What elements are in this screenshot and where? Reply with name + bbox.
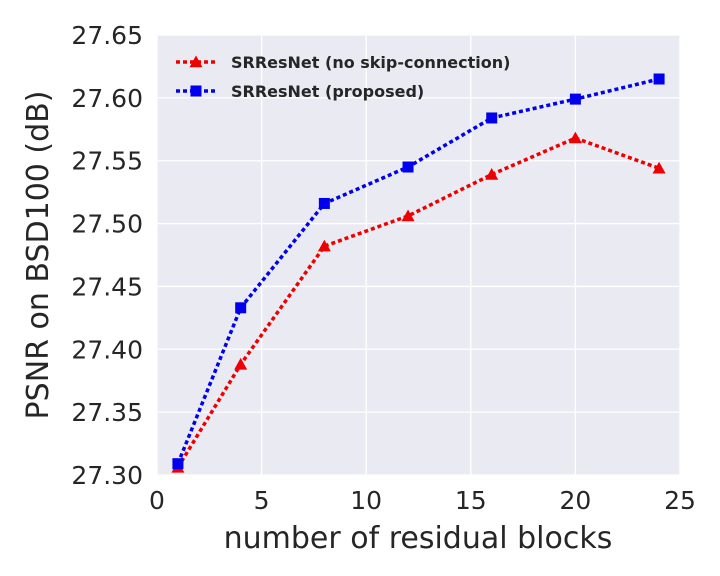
data-point: [172, 458, 184, 470]
data-point: [235, 302, 247, 314]
series-layer: [171, 73, 666, 473]
y-tick-label: 27.60: [71, 84, 143, 113]
x-axis-label: number of residual blocks: [224, 521, 613, 556]
data-point: [318, 197, 330, 209]
y-tick-label: 27.40: [71, 335, 143, 364]
tick-labels: 0 5 10 15 20 25 27.30 27.35 27.40 27.45 27.50 27.55…: [71, 21, 695, 515]
y-tick-label: 27.50: [71, 210, 143, 239]
legend-item: SRResNet (proposed): [176, 82, 424, 101]
y-tick-label: 27.45: [71, 272, 143, 301]
data-point: [569, 93, 581, 105]
data-point: [568, 131, 582, 144]
x-tick-label: 25: [664, 486, 696, 515]
legend-marker: [190, 85, 202, 97]
data-point: [401, 209, 415, 222]
series-2: [172, 73, 665, 470]
legend-label: SRResNet (no skip-connection): [231, 53, 510, 72]
data-point: [402, 161, 414, 173]
legend-marker: [189, 55, 203, 68]
x-tick-label: 10: [350, 486, 382, 515]
data-point: [317, 239, 331, 252]
legend-label: SRResNet (proposed): [231, 82, 424, 101]
x-tick-label: 20: [559, 486, 591, 515]
x-tick-label: 0: [149, 486, 165, 515]
x-tick-label: 15: [455, 486, 487, 515]
y-tick-label: 27.55: [71, 147, 143, 176]
data-point: [652, 161, 666, 174]
grid: [156, 34, 681, 476]
x-tick-label: 5: [254, 486, 270, 515]
data-point: [485, 168, 499, 180]
y-tick-label: 27.30: [71, 461, 143, 490]
plot-background: [157, 35, 680, 475]
y-axis-label: PSNR on BSD100 (dB): [21, 91, 56, 420]
y-tick-label: 27.35: [71, 398, 143, 427]
data-point: [486, 112, 498, 124]
data-point: [234, 357, 248, 370]
legend-item: SRResNet (no skip-connection): [176, 53, 510, 72]
data-point: [653, 73, 665, 85]
legend: SRResNet (no skip-connection) SRResNet (p…: [176, 53, 510, 101]
y-tick-label: 27.65: [71, 21, 143, 50]
